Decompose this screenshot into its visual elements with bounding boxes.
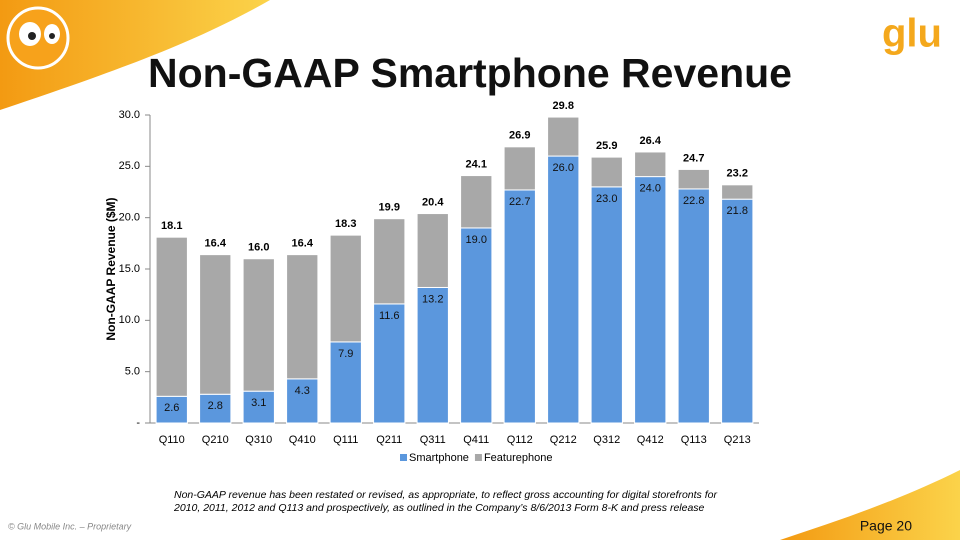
value-label: 13.2 <box>422 293 443 305</box>
value-label: 23.0 <box>596 193 617 205</box>
total-label: 29.8 <box>553 100 574 112</box>
bar-segment <box>416 213 449 288</box>
value-label: 24.0 <box>640 183 661 195</box>
legend-label: Smartphone <box>409 452 469 464</box>
legend-label: Featurephone <box>484 452 553 464</box>
bar-segment <box>547 155 580 424</box>
value-label: 3.1 <box>251 397 266 409</box>
x-tick-label: Q211 <box>376 434 402 446</box>
bar-segment <box>373 303 406 424</box>
page-number: Page 20 <box>860 518 912 534</box>
y-tick-label: 20.0 <box>119 212 140 224</box>
bar-segment <box>677 188 710 424</box>
bar-segment <box>634 176 667 424</box>
total-label: 20.4 <box>422 196 444 208</box>
total-label: 24.7 <box>683 152 704 164</box>
bottom-swoosh <box>780 470 960 540</box>
legend-swatch <box>474 454 482 461</box>
x-tick-label: Q112 <box>507 434 533 446</box>
total-label: 24.1 <box>466 158 487 170</box>
bar-segment <box>503 146 536 191</box>
total-label: 18.1 <box>161 220 182 232</box>
bar-segment <box>590 186 623 424</box>
bar-segment <box>155 395 188 424</box>
bar-segment <box>721 184 754 200</box>
y-tick-label: 15.0 <box>119 263 140 275</box>
bar-segment <box>460 227 493 424</box>
slide-title: Non-GAAP Smartphone Revenue <box>148 50 792 96</box>
bar-segment <box>503 189 536 424</box>
value-label: 4.3 <box>295 385 310 397</box>
total-label: 16.0 <box>248 242 269 254</box>
bar-segment <box>329 234 362 343</box>
x-tick-label: Q412 <box>637 434 664 446</box>
bar-segment <box>373 218 406 305</box>
value-label: 11.6 <box>379 310 400 322</box>
total-label: 16.4 <box>205 238 227 250</box>
value-label: 19.0 <box>466 234 487 246</box>
y-tick-label: 30.0 <box>119 109 140 121</box>
total-label: 19.9 <box>379 202 400 214</box>
bar-segment <box>199 254 232 395</box>
bar-segment <box>416 286 449 424</box>
bar-segment <box>677 168 710 190</box>
bar-segment <box>286 254 319 380</box>
footnote: 2010, 2011, 2012 and Q113 and prospectiv… <box>173 502 705 514</box>
total-label: 26.4 <box>640 135 662 147</box>
bar-segment <box>590 156 623 188</box>
bar-segment <box>242 258 275 392</box>
value-label: 2.8 <box>208 400 223 412</box>
x-tick-label: Q110 <box>159 434 185 446</box>
x-tick-label: Q312 <box>593 434 620 446</box>
total-label: 26.9 <box>509 130 530 142</box>
value-label: 22.7 <box>509 196 530 208</box>
y-tick-label: 25.0 <box>119 160 140 172</box>
value-label: 22.8 <box>683 195 704 207</box>
bar-segment <box>721 198 754 424</box>
x-tick-label: Q311 <box>420 434 446 446</box>
value-label: 2.6 <box>164 402 179 414</box>
y-tick-label: 10.0 <box>119 314 140 326</box>
y-axis-label: Non-GAAP Revenue ($M) <box>104 197 118 340</box>
bar-segment <box>329 341 362 424</box>
y-tick-label: - <box>136 417 140 429</box>
bar-segment <box>199 393 232 424</box>
x-tick-label: Q113 <box>681 434 707 446</box>
x-tick-label: Q410 <box>289 434 316 446</box>
x-tick-label: Q210 <box>202 434 229 446</box>
x-tick-label: Q213 <box>724 434 751 446</box>
value-label: 21.8 <box>727 205 748 217</box>
value-label: 26.0 <box>553 162 574 174</box>
legend-swatch <box>400 454 407 461</box>
x-tick-label: Q111 <box>333 434 358 446</box>
x-tick-label: Q212 <box>550 434 577 446</box>
total-label: 18.3 <box>335 218 356 230</box>
bar-segment <box>155 236 188 397</box>
total-label: 16.4 <box>292 238 314 250</box>
bar-segment <box>634 151 667 178</box>
y-tick-label: 5.0 <box>125 366 140 378</box>
bar-segment <box>547 116 580 157</box>
total-label: 25.9 <box>596 140 617 152</box>
value-label: 7.9 <box>338 348 353 360</box>
mascot <box>6 6 70 70</box>
x-tick-label: Q411 <box>463 434 489 446</box>
footer: © Glu Mobile Inc. – Proprietary <box>8 521 132 531</box>
logo: glu <box>882 12 942 56</box>
bar-segment <box>286 378 319 424</box>
total-label: 23.2 <box>727 168 748 180</box>
x-tick-label: Q310 <box>245 434 272 446</box>
footnote: Non-GAAP revenue has been restated or re… <box>174 489 717 501</box>
bar-segment <box>460 175 493 229</box>
